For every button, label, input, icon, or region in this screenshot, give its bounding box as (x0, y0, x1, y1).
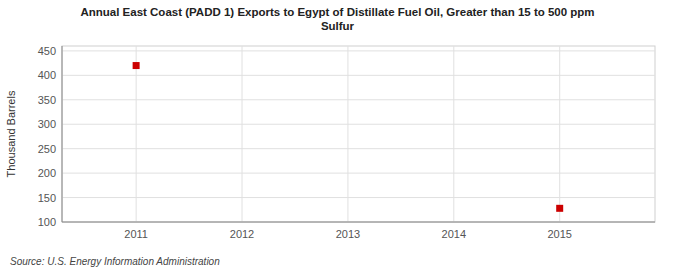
y-grid-line (62, 99, 655, 100)
x-grid-line (559, 46, 560, 222)
y-grid-line (62, 50, 655, 51)
x-axis-line (62, 222, 655, 223)
x-tick-label: 2014 (442, 228, 466, 240)
y-tick-label: 150 (38, 192, 56, 204)
x-grid-line (453, 46, 454, 222)
x-tick-label: 2015 (547, 228, 571, 240)
y-tick-label: 350 (38, 94, 56, 106)
x-tick-label: 2012 (230, 228, 254, 240)
y-tick-label: 400 (38, 69, 56, 81)
y-grid-line (62, 222, 655, 223)
y-tick-label: 300 (38, 118, 56, 130)
chart-container: Annual East Coast (PADD 1) Exports to Eg… (0, 0, 675, 275)
data-points (133, 62, 564, 212)
title-line: Sulfur (321, 20, 355, 32)
point (556, 205, 563, 212)
point (133, 62, 140, 69)
y-grid-line (62, 75, 655, 76)
grid (62, 46, 655, 222)
y-tick-label: 100 (38, 216, 56, 228)
x-grid-line (136, 46, 137, 222)
y-axis-label: Thousand Barrels (5, 90, 17, 177)
y-tick-label: 450 (38, 45, 56, 57)
source: Source: U.S. Energy Information Administ… (10, 256, 220, 267)
title: Annual East Coast (PADD 1) Exports to Eg… (80, 6, 594, 32)
plot-frame (62, 46, 655, 222)
y-tick-label: 250 (38, 143, 56, 155)
x-grid-line (347, 46, 348, 222)
y-tick-label: 200 (38, 167, 56, 179)
y-grid-line (62, 197, 655, 198)
x-tick-label: 2011 (124, 228, 148, 240)
y-grid-line (62, 148, 655, 149)
y-axis-line (62, 46, 63, 222)
x-tick-label: 2013 (336, 228, 360, 240)
title-line: Annual East Coast (PADD 1) Exports to Eg… (80, 6, 594, 18)
y-grid-line (62, 173, 655, 174)
x-grid-line (242, 46, 243, 222)
y-grid-line (62, 124, 655, 125)
chart: Annual East Coast (PADD 1) Exports to Eg… (0, 0, 675, 275)
